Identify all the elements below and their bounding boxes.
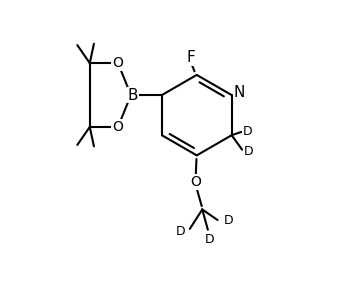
Text: D: D	[204, 233, 214, 246]
Text: O: O	[112, 120, 123, 134]
Text: D: D	[175, 225, 185, 238]
Text: F: F	[186, 50, 195, 65]
Text: D: D	[243, 145, 253, 158]
Text: D: D	[243, 125, 252, 138]
Text: B: B	[127, 87, 138, 102]
Text: O: O	[112, 56, 123, 70]
Text: O: O	[190, 175, 201, 189]
Text: D: D	[224, 214, 234, 227]
Text: N: N	[234, 85, 245, 100]
